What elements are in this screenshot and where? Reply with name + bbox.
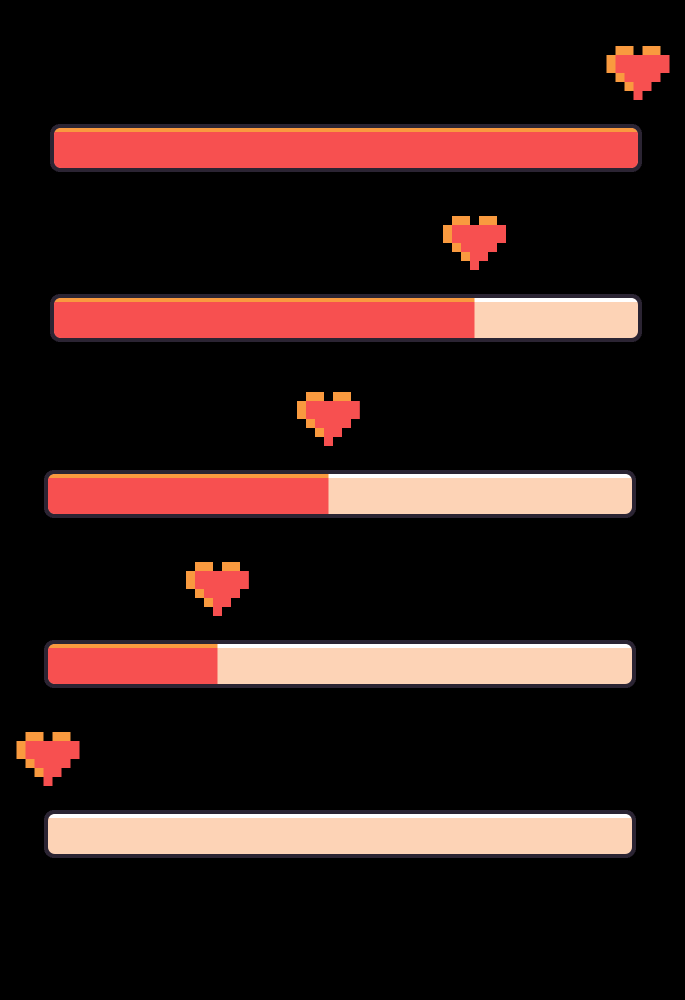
bar-inner xyxy=(54,128,638,168)
bar-empty xyxy=(48,814,632,854)
bar-inner xyxy=(48,814,632,854)
bar-fill-highlight xyxy=(54,298,475,302)
bar-fill xyxy=(54,298,475,338)
bar-empty-highlight xyxy=(48,644,632,648)
bar-fill-highlight xyxy=(48,644,218,648)
health-bar xyxy=(44,562,636,688)
bar-fill xyxy=(54,128,638,168)
bar-empty-highlight xyxy=(48,474,632,478)
bar-fill-highlight xyxy=(54,128,638,132)
bar-empty-highlight xyxy=(48,814,632,818)
bar-inner xyxy=(54,298,638,338)
health-bar xyxy=(44,392,636,518)
health-bar xyxy=(16,732,636,858)
health-bar xyxy=(50,216,642,342)
bar-inner xyxy=(48,644,632,684)
bar-fill xyxy=(48,474,329,514)
bar-inner xyxy=(48,474,632,514)
health-bar xyxy=(50,46,670,172)
bar-fill-highlight xyxy=(48,474,329,478)
bar-fill xyxy=(48,644,218,684)
